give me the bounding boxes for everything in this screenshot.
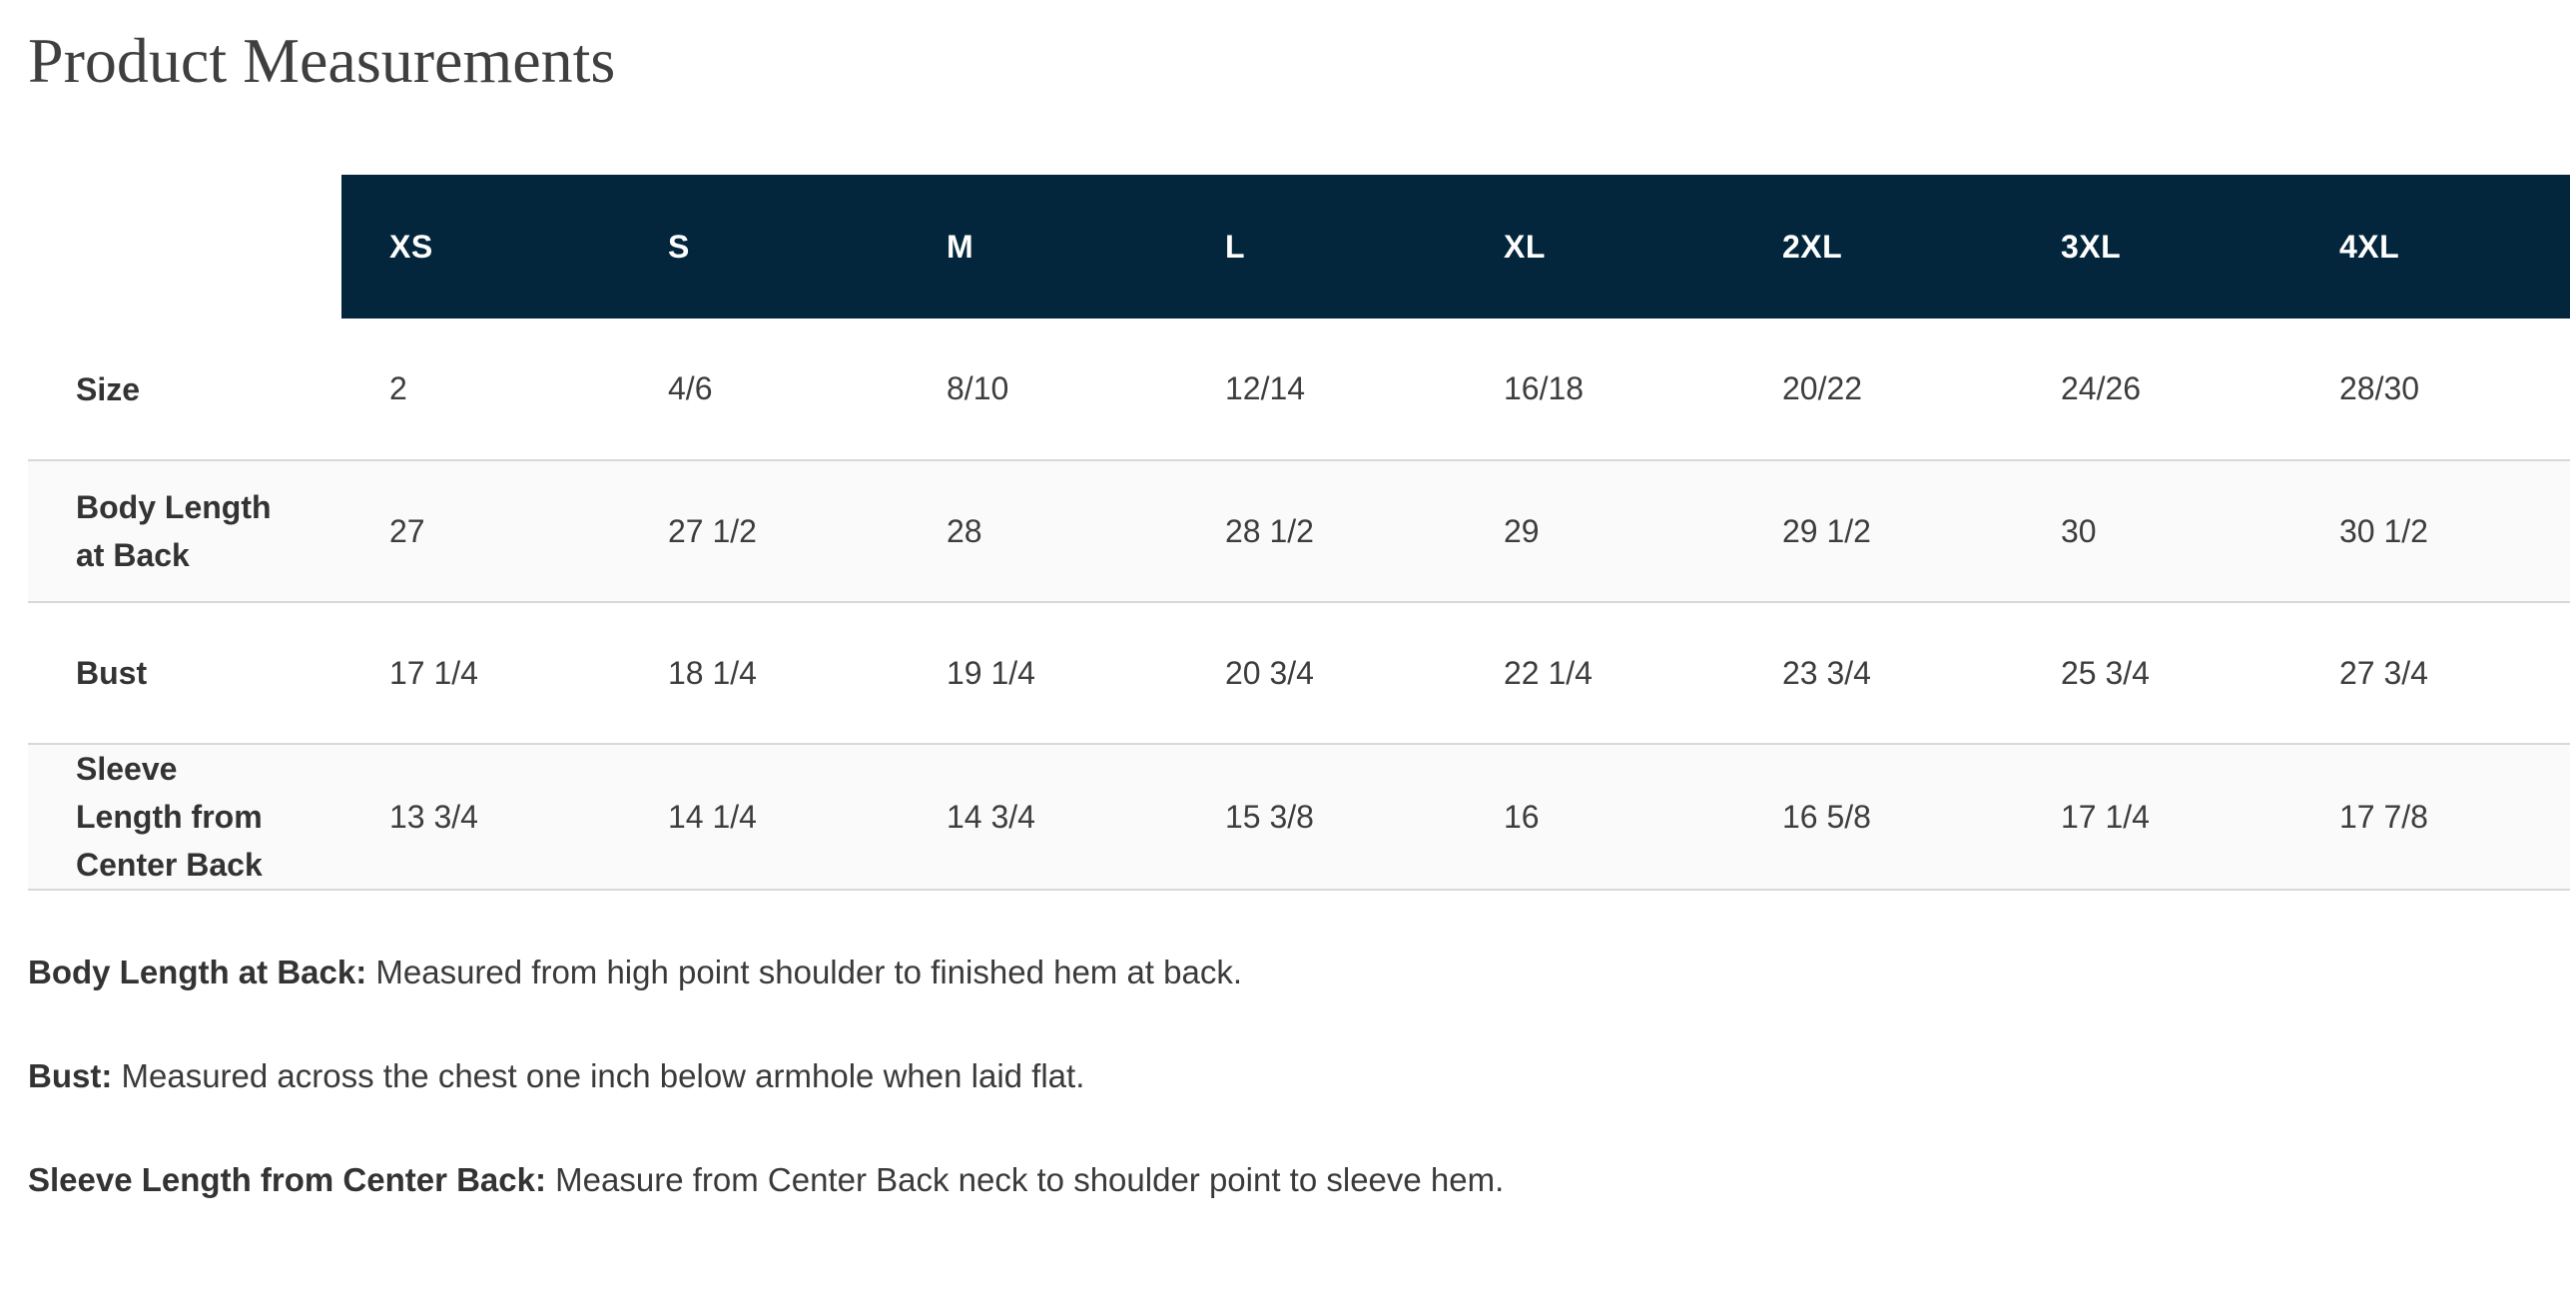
measurement-value: 14 1/4 — [620, 744, 899, 891]
measurement-value: 17 7/8 — [2291, 744, 2570, 891]
size-column-header: M — [899, 175, 1177, 319]
table-row: Sleeve Length from Center Back 13 3/4 14 1… — [28, 744, 2570, 891]
measurement-value: 24/26 — [2013, 319, 2291, 461]
measurement-value: 13 3/4 — [341, 744, 620, 891]
measurement-value: 30 — [2013, 460, 2291, 603]
table-row: Body Length at Back 27 27 1/2 28 28 1/2 29 29 … — [28, 460, 2570, 603]
measurement-value: 16 5/8 — [1734, 744, 2013, 891]
definition-paragraph: Sleeve Length from Center Back: Measure … — [28, 1158, 2424, 1202]
measurement-value: 28 1/2 — [1177, 460, 1456, 603]
measurement-value: 17 1/4 — [2013, 744, 2291, 891]
measurement-value: 18 1/4 — [620, 602, 899, 745]
size-column-header: XL — [1456, 175, 1734, 319]
corner-cell — [28, 175, 341, 319]
definition-paragraph: Bust: Measured across the chest one inch… — [28, 1054, 2424, 1098]
size-column-header: L — [1177, 175, 1456, 319]
row-label: Sleeve Length from Center Back — [28, 744, 341, 891]
measurement-value: 19 1/4 — [899, 602, 1177, 745]
size-column-header: S — [620, 175, 899, 319]
measurement-value: 4/6 — [620, 319, 899, 461]
definition-text: Measured across the chest one inch below… — [112, 1057, 1085, 1094]
size-chart: XS S M L XL 2XL 3XL 4XL Size 2 4/6 8/10 12/14 16/18 2… — [28, 175, 2570, 891]
definition-term: Bust: — [28, 1057, 113, 1094]
measurement-value: 20/22 — [1734, 319, 2013, 461]
definition-text: Measured from high point shoulder to fin… — [366, 954, 1243, 990]
measurement-value: 2 — [341, 319, 620, 461]
measurement-value: 27 3/4 — [2291, 602, 2570, 745]
measurement-value: 28 — [899, 460, 1177, 603]
table-body: Size 2 4/6 8/10 12/14 16/18 20/22 24/26 28/30 Bod… — [28, 319, 2570, 891]
definition-term: Sleeve Length from Center Back: — [28, 1161, 546, 1198]
measurement-value: 16 — [1456, 744, 1734, 891]
definition-term: Body Length at Back: — [28, 954, 367, 990]
measurement-value: 23 3/4 — [1734, 602, 2013, 745]
measurement-value: 12/14 — [1177, 319, 1456, 461]
measurement-value: 29 1/2 — [1734, 460, 2013, 603]
row-label: Bust — [28, 602, 341, 745]
size-column-header: 4XL — [2291, 175, 2570, 319]
measurement-value: 28/30 — [2291, 319, 2570, 461]
measurement-value: 8/10 — [899, 319, 1177, 461]
measurement-value: 17 1/4 — [341, 602, 620, 745]
measurement-value: 29 — [1456, 460, 1734, 603]
size-column-header: 3XL — [2013, 175, 2291, 319]
size-column-header: XS — [341, 175, 620, 319]
measurement-value: 27 — [341, 460, 620, 603]
measurement-value: 22 1/4 — [1456, 602, 1734, 745]
measurement-value: 20 3/4 — [1177, 602, 1456, 745]
definition-paragraph: Body Length at Back: Measured from high … — [28, 951, 2424, 994]
measurement-value: 27 1/2 — [620, 460, 899, 603]
measurement-value: 25 3/4 — [2013, 602, 2291, 745]
size-column-header: 2XL — [1734, 175, 2013, 319]
page-title: Product Measurements — [28, 25, 616, 96]
measurement-value: 14 3/4 — [899, 744, 1177, 891]
measurement-value: 16/18 — [1456, 319, 1734, 461]
row-label: Size — [28, 319, 341, 461]
measurements-table: XS S M L XL 2XL 3XL 4XL Size 2 4/6 8/10 12/14 16/18 2… — [28, 175, 2570, 891]
measurement-value: 30 1/2 — [2291, 460, 2570, 603]
definition-text: Measure from Center Back neck to shoulde… — [545, 1161, 1505, 1198]
measurement-definitions: Body Length at Back: Measured from high … — [28, 951, 2424, 1262]
table-row: Bust 17 1/4 18 1/4 19 1/4 20 3/4 22 1/4 23 3/4… — [28, 602, 2570, 745]
table-row: Size 2 4/6 8/10 12/14 16/18 20/22 24/26 28/30 — [28, 319, 2570, 461]
header-row: XS S M L XL 2XL 3XL 4XL — [28, 175, 2570, 319]
measurement-value: 15 3/8 — [1177, 744, 1456, 891]
row-label: Body Length at Back — [28, 460, 341, 603]
